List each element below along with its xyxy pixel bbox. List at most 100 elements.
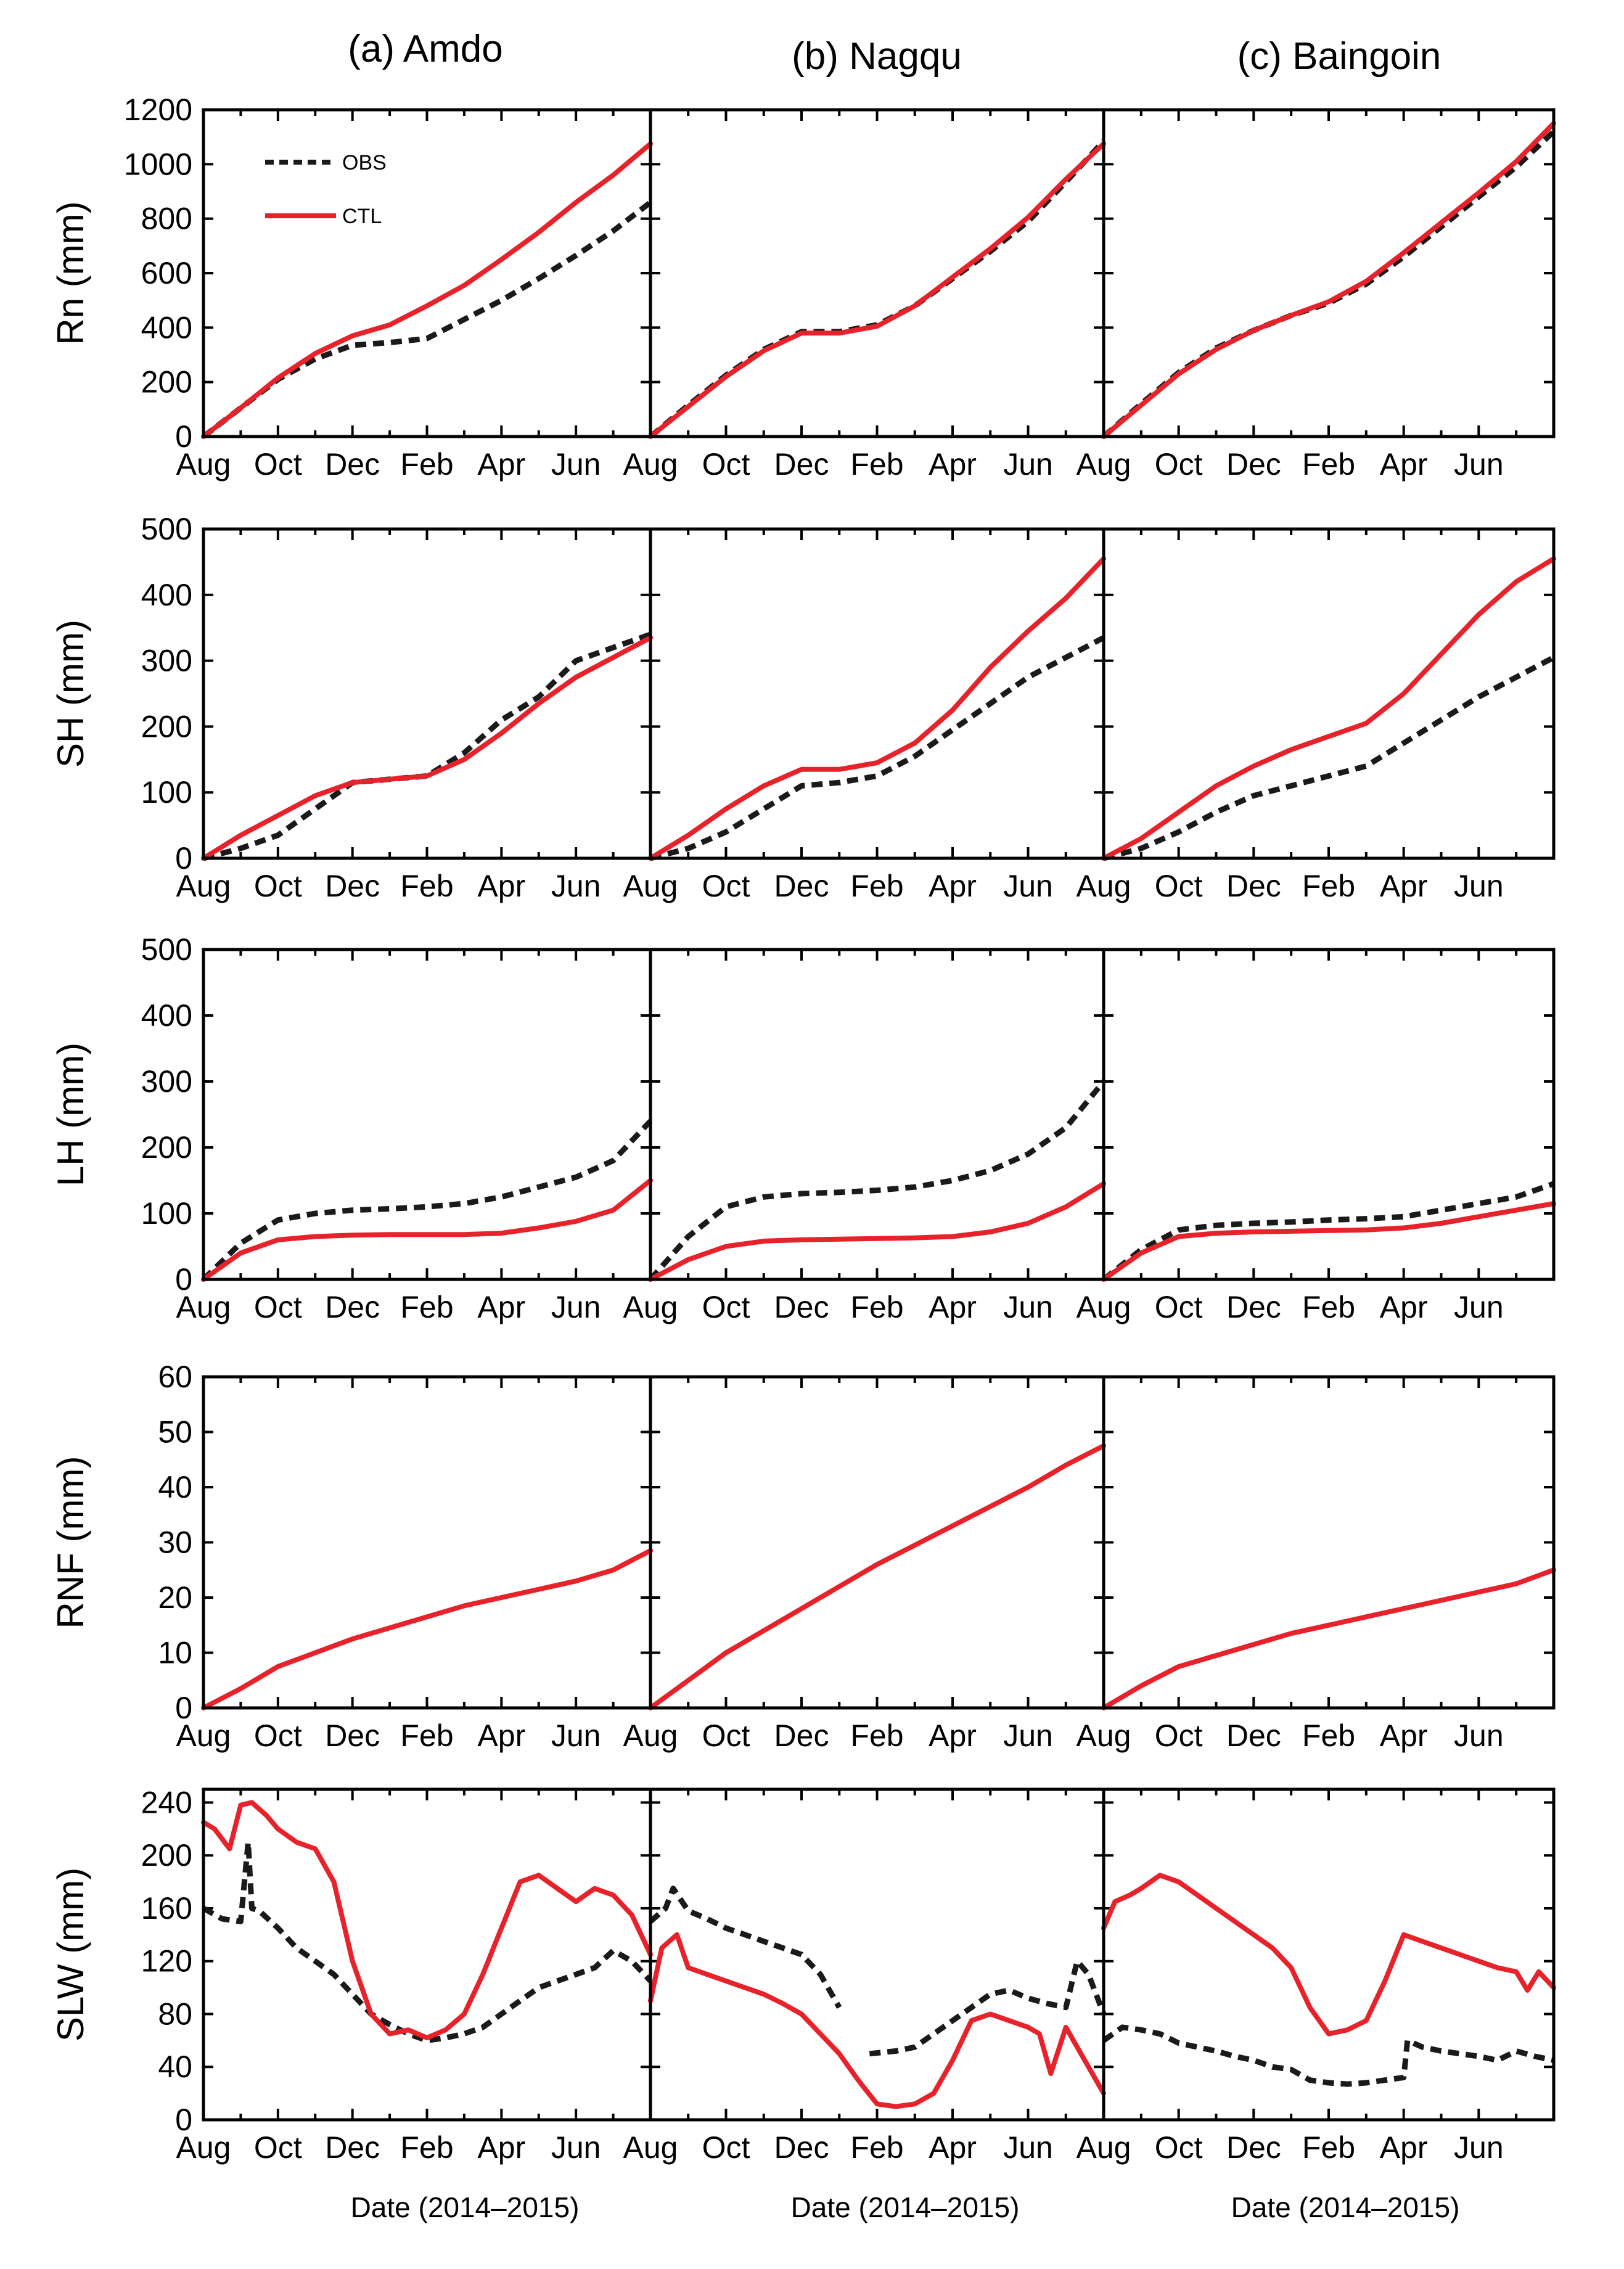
- x-tick-label: Aug: [623, 2130, 678, 2165]
- y-tick-label-rnf: 20: [158, 1580, 192, 1615]
- x-tick-label: Aug: [1077, 447, 1131, 482]
- y-tick-label-slw: 160: [141, 1891, 192, 1926]
- x-tick-label: Oct: [254, 447, 302, 482]
- x-tick-label: Feb: [400, 447, 453, 482]
- y-tick-label-sh: 300: [141, 644, 192, 678]
- x-tick-label: Dec: [1226, 2130, 1281, 2165]
- x-tick-label: Dec: [774, 447, 829, 482]
- x-tick-label: Oct: [254, 2130, 302, 2165]
- y-tick-label-slw: 0: [175, 2103, 192, 2137]
- x-axis-title-amdo: Date (2014–2015): [351, 2191, 580, 2223]
- x-tick-label: Dec: [774, 1290, 829, 1324]
- y-axis-title-rn: Rn (mm): [50, 201, 91, 345]
- x-tick-label: Feb: [1302, 869, 1355, 903]
- y-tick-label-slw: 240: [141, 1785, 192, 1820]
- y-tick-label-slw: 80: [158, 1996, 192, 2031]
- panel-rn-nagqu: Aug Oct Dec Feb Apr Jun: [623, 109, 1106, 482]
- x-tick-label: Oct: [1155, 1718, 1203, 1753]
- x-axis-titles: Date (2014–2015) Date (2014–2015) Date (…: [351, 2191, 1460, 2223]
- y-tick-label-rn: 400: [141, 310, 192, 345]
- x-tick-label: Jun: [551, 1290, 601, 1324]
- station-title-nagqu: (b) Nagqu: [792, 35, 962, 78]
- obs-line-rn-baingoin: [1102, 129, 1556, 439]
- x-tick-label: Jun: [1003, 1290, 1053, 1324]
- y-tick-label-lh: 200: [141, 1130, 192, 1165]
- x-tick-label: Dec: [325, 2130, 380, 2165]
- obs-line-slw-nagqu: [649, 1885, 842, 2009]
- x-tick-label: Jun: [1454, 1290, 1504, 1324]
- y-tick-label-rn: 800: [141, 202, 192, 236]
- y-tick-label-sh: 200: [141, 709, 192, 744]
- x-tick-label: Oct: [254, 1290, 302, 1324]
- y-tick-label-lh: 100: [141, 1196, 192, 1231]
- x-tick-label: Dec: [325, 1290, 380, 1324]
- x-tick-label: Apr: [929, 447, 977, 482]
- chart-row-lh: LH (mm) 0 100 200 300 400 500 Aug Oct Dec Feb Apr Ju…: [50, 932, 1556, 1324]
- x-tick-label: Feb: [850, 2130, 903, 2165]
- axes-frame-lh: [202, 948, 1556, 1281]
- x-tick-label: Aug: [623, 1718, 678, 1753]
- x-tick-label: Apr: [1380, 2130, 1428, 2165]
- x-tick-label: Oct: [702, 1290, 750, 1324]
- x-tick-label: Dec: [774, 2130, 829, 2165]
- y-axis-title-sh: SH (mm): [50, 620, 91, 768]
- y-tick-label-rn: 1000: [124, 147, 192, 181]
- obs-line-slw-nagqu: [869, 1958, 1107, 2057]
- x-tick-label: Jun: [1003, 447, 1053, 482]
- x-tick-label: Feb: [850, 1718, 903, 1753]
- ctl-line-lh-nagqu: [648, 1181, 1106, 1282]
- panel-rnf-amdo: Aug Oct Dec Feb Apr Jun: [176, 1376, 653, 1753]
- panel-sh-baingoin: Aug Oct Dec Feb Apr Jun: [1077, 528, 1556, 903]
- ctl-line-lh-amdo: [201, 1178, 653, 1282]
- x-tick-label: Feb: [400, 869, 453, 903]
- x-tick-label: Oct: [1155, 447, 1203, 482]
- obs-line-rn-amdo: [202, 200, 652, 439]
- y-tick-label-lh: 500: [141, 932, 192, 967]
- ctl-line-rnf-amdo: [201, 1548, 653, 1710]
- ctl-line-slw-amdo: [201, 1800, 653, 2041]
- y-axis-title-rnf: RNF (mm): [50, 1456, 91, 1629]
- axes-frame-rnf: [202, 1375, 1556, 1710]
- x-tick-label: Apr: [477, 2130, 525, 2165]
- chart-row-slw: SLW (mm) 0 40 80 120 160 200 240 Aug Oct Dec Feb Apr…: [50, 1785, 1556, 2165]
- x-tick-label: Apr: [929, 869, 977, 903]
- y-tick-label-sh: 400: [141, 578, 192, 612]
- legend-obs-label: OBS: [342, 151, 387, 174]
- x-tick-label: Jun: [1003, 2130, 1053, 2165]
- x-tick-label: Aug: [1077, 1290, 1131, 1324]
- x-tick-label: Apr: [1380, 869, 1428, 903]
- panel-rnf-baingoin: Aug Oct Dec Feb Apr Jun: [1077, 1376, 1556, 1753]
- x-tick-label: Feb: [1302, 2130, 1355, 2165]
- x-tick-label: Jun: [551, 869, 601, 903]
- ctl-line-rnf-nagqu: [648, 1443, 1106, 1710]
- ctl-line-sh-amdo: [201, 635, 653, 861]
- y-tick-label-rnf: 30: [158, 1525, 192, 1560]
- panel-rnf-nagqu: Aug Oct Dec Feb Apr Jun: [623, 1376, 1106, 1753]
- x-tick-label: Aug: [176, 2130, 231, 2165]
- x-tick-label: Jun: [1454, 447, 1504, 482]
- obs-line-sh-nagqu: [649, 635, 1105, 861]
- chart-row-sh: SH (mm) 0 100 200 300 400 500 Aug Oct Dec Feb Apr Ju…: [50, 512, 1556, 903]
- x-tick-label: Oct: [1155, 1290, 1203, 1324]
- x-tick-label: Dec: [1226, 447, 1281, 482]
- x-tick-label: Jun: [551, 1718, 601, 1753]
- y-tick-label-rnf: 50: [158, 1415, 192, 1450]
- x-tick-label: Jun: [1003, 1718, 1053, 1753]
- x-tick-label: Aug: [623, 447, 678, 482]
- x-tick-label: Jun: [551, 447, 601, 482]
- panel-lh-baingoin: Aug Oct Dec Feb Apr Jun: [1077, 948, 1556, 1324]
- x-tick-label: Jun: [551, 2130, 601, 2165]
- x-tick-label: Oct: [702, 869, 750, 903]
- y-tick-label-sh: 100: [141, 775, 192, 810]
- x-tick-label: Feb: [400, 1718, 453, 1753]
- x-tick-label: Aug: [1077, 869, 1131, 903]
- x-tick-label: Dec: [1226, 1718, 1281, 1753]
- obs-line-sh-amdo: [202, 631, 652, 861]
- x-tick-label: Feb: [400, 2130, 453, 2165]
- ctl-line-slw-nagqu: [648, 1932, 1106, 2109]
- x-tick-label: Apr: [1380, 1718, 1428, 1753]
- ctl-line-lh-baingoin: [1101, 1201, 1556, 1282]
- x-tick-label: Aug: [623, 869, 678, 903]
